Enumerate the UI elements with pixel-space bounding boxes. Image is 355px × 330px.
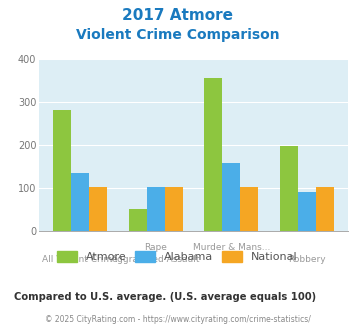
Text: Murder & Mans...: Murder & Mans... xyxy=(192,243,270,252)
Text: 2017 Atmore: 2017 Atmore xyxy=(122,8,233,23)
Bar xyxy=(240,187,258,231)
Bar xyxy=(53,110,71,231)
Bar xyxy=(204,78,222,231)
Legend: Atmore, Alabama, National: Atmore, Alabama, National xyxy=(53,247,302,267)
Text: Aggravated Assault: Aggravated Assault xyxy=(111,255,200,264)
Text: Rape: Rape xyxy=(144,243,167,252)
Text: Compared to U.S. average. (U.S. average equals 100): Compared to U.S. average. (U.S. average … xyxy=(14,292,316,302)
Bar xyxy=(129,209,147,231)
Text: Robbery: Robbery xyxy=(288,255,326,264)
Bar xyxy=(71,173,89,231)
Bar xyxy=(89,187,108,231)
Bar xyxy=(147,187,165,231)
Text: Violent Crime Comparison: Violent Crime Comparison xyxy=(76,28,279,42)
Text: © 2025 CityRating.com - https://www.cityrating.com/crime-statistics/: © 2025 CityRating.com - https://www.city… xyxy=(45,315,310,324)
Text: All Violent Crime: All Violent Crime xyxy=(42,255,118,264)
Bar xyxy=(297,192,316,231)
Bar xyxy=(316,187,334,231)
Bar xyxy=(165,187,183,231)
Bar xyxy=(222,163,240,231)
Bar xyxy=(279,147,297,231)
